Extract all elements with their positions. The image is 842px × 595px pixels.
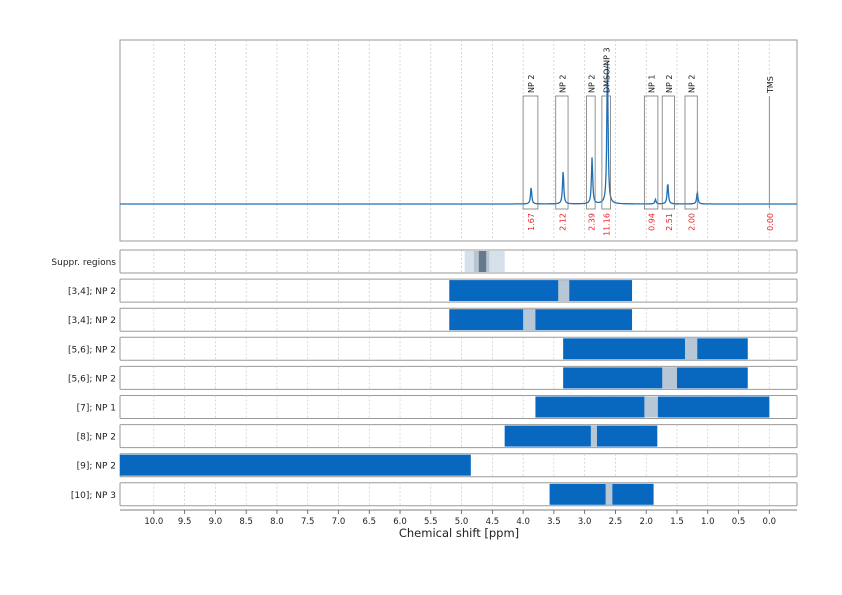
x-tick-label: 7.5 (301, 517, 315, 527)
interval-gap (644, 396, 658, 418)
row-frame (119, 249, 798, 274)
annotation-value: 2.39 (587, 213, 596, 231)
annotation-box (643, 95, 659, 210)
x-tick-label: 5.0 (455, 517, 469, 527)
interval-gap (605, 483, 613, 505)
x-tick-label: 0.0 (763, 517, 777, 527)
suppression-band (478, 251, 487, 272)
x-tick-label: 4.0 (516, 517, 530, 527)
interval-bar (449, 309, 633, 331)
annotation-box (555, 95, 569, 210)
annotation-label: NP 2 (558, 75, 567, 93)
x-tick-label: 3.0 (578, 517, 592, 527)
row-label: Suppr. regions (51, 258, 116, 268)
row-label: [8]; NP 2 (77, 433, 116, 443)
annotation-box (601, 95, 611, 210)
annotation-label: DMSO/NP 3 (603, 47, 612, 93)
annotation-box (661, 95, 675, 210)
interval-bar (504, 425, 658, 447)
x-tick-label: 1.5 (670, 517, 684, 527)
spectrum-panel: NP 2 1.67 NP 2 2.12 NP 2 2.39 DMSO/NP 3 11.16 NP… (119, 39, 798, 242)
interval-bar (563, 338, 748, 360)
annotation-label: NP 2 (665, 75, 674, 93)
interval-gap (662, 367, 677, 389)
annotation-value: 2.00 (688, 213, 697, 231)
annotation-box (522, 95, 539, 210)
row-label: [10]; NP 3 (71, 491, 116, 501)
annotation-value: 0.94 (648, 213, 657, 231)
annotation-value: 2.12 (558, 213, 567, 231)
annotation-value: 1.67 (527, 213, 536, 231)
x-tick-label: 6.0 (393, 517, 407, 527)
annotation-box (684, 95, 698, 210)
row-frame (119, 482, 798, 507)
spectrum-line (120, 62, 797, 205)
x-tick-label: 2.5 (609, 517, 623, 527)
annotation-value: 2.51 (665, 213, 674, 231)
x-tick-label: 4.5 (486, 517, 500, 527)
x-tick-label: 10.0 (144, 517, 163, 527)
annotation-box (586, 95, 596, 210)
x-tick-label: 3.5 (547, 517, 561, 527)
interval-bar (120, 454, 471, 476)
x-tick-label: 2.0 (639, 517, 653, 527)
x-tick-label: 1.0 (701, 517, 715, 527)
x-axis-label: Chemical shift [ppm] (399, 526, 519, 540)
interval-bar (449, 280, 633, 302)
x-tick-label: 7.0 (332, 517, 346, 527)
interval-bar (549, 483, 654, 505)
interval-rows: Suppr. regions [3,4]; NP 2 [3,4]; NP 2 [5,6… (51, 249, 798, 507)
annotation-value: 0.00 (766, 213, 775, 231)
annotation-label: NP 1 (648, 75, 657, 93)
annotation-label: TMS (766, 76, 775, 94)
x-tick-label: 0.5 (732, 517, 746, 527)
interval-bar (563, 367, 748, 389)
x-tick-label: 9.5 (178, 517, 192, 527)
annotation-label: NP 2 (587, 75, 596, 93)
row-label: [3,4]; NP 2 (68, 287, 116, 297)
interval-gap (558, 280, 570, 302)
row-label: [9]; NP 2 (77, 462, 116, 472)
annotation-value: 11.16 (603, 213, 612, 236)
row-label: [5,6]; NP 2 (68, 345, 116, 355)
annotation-label: NP 2 (527, 75, 536, 93)
interval-gap (684, 338, 698, 360)
x-axis: 10.0 9.5 9.0 8.5 8.0 7.5 7.0 6.5 6.0 5.5 5.0 4.5 4.0… (120, 509, 797, 527)
x-tick-label: 9.0 (209, 517, 223, 527)
x-tick-label: 5.5 (424, 517, 438, 527)
annotation-label: NP 2 (688, 75, 697, 93)
x-tick-label: 8.0 (270, 517, 284, 527)
spectrum-frame (119, 39, 798, 242)
x-tick-label: 6.5 (362, 517, 376, 527)
row-frame (119, 424, 798, 449)
x-tick-label: 8.5 (239, 517, 253, 527)
row-label: [3,4]; NP 2 (68, 316, 116, 326)
row-label: [7]; NP 1 (77, 404, 116, 414)
interval-gap (523, 309, 536, 331)
interval-gap (590, 425, 597, 447)
row-label: [5,6]; NP 2 (68, 374, 116, 384)
